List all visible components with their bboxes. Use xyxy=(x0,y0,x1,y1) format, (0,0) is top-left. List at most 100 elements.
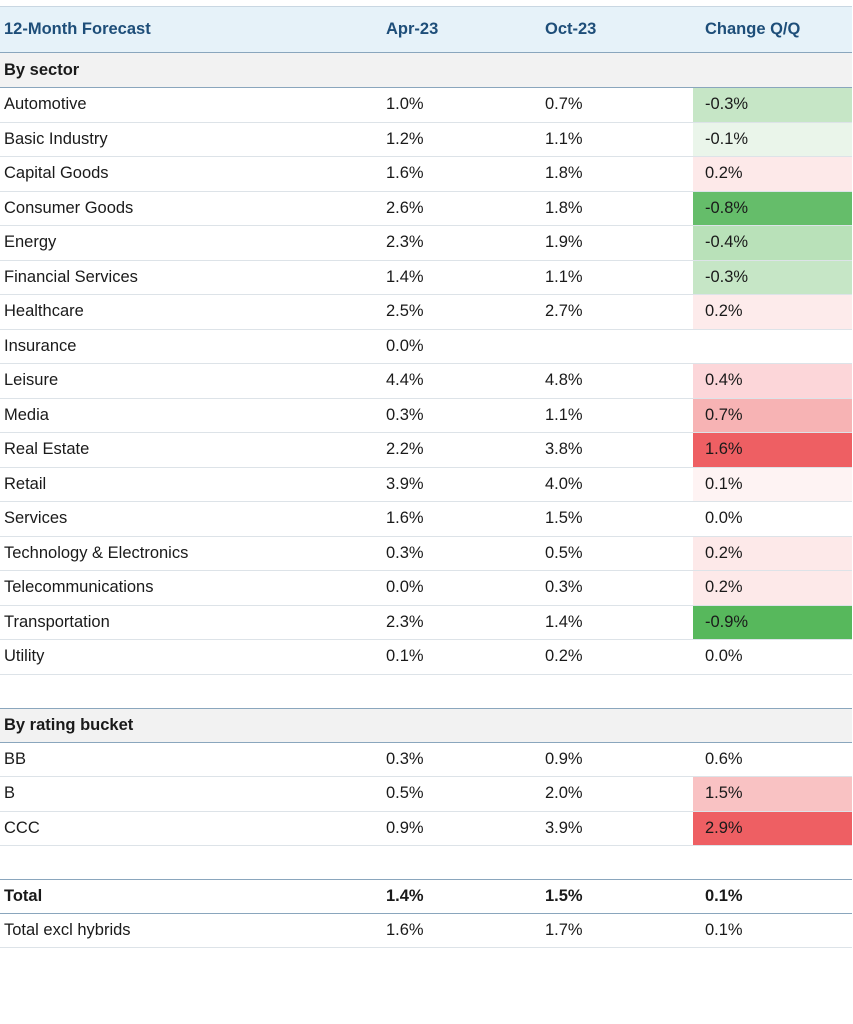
table-header: 12-Month Forecast Apr-23 Oct-23 Change Q… xyxy=(0,6,852,53)
header-apr: Apr-23 xyxy=(386,20,439,38)
oct-value: 1.1% xyxy=(545,129,583,148)
oct-value: 4.0% xyxy=(545,474,583,493)
oct-value: 1.1% xyxy=(545,267,583,286)
apr-value: 1.4% xyxy=(386,886,424,905)
apr-value: 0.1% xyxy=(386,647,424,666)
apr-value: 0.3% xyxy=(386,405,424,424)
oct-value: 1.5% xyxy=(545,509,583,528)
table-row: Automotive 1.0% 0.7% -0.3% xyxy=(0,88,852,123)
apr-value: 1.4% xyxy=(386,267,424,286)
table-row: Capital Goods 1.6% 1.8% 0.2% xyxy=(0,157,852,192)
section-title: By rating bucket xyxy=(4,715,134,734)
apr-value: 2.6% xyxy=(386,198,424,217)
row-label: Transportation xyxy=(4,612,110,631)
row-label: Energy xyxy=(4,233,57,252)
change-value: 0.6% xyxy=(693,742,852,776)
oct-value: 4.8% xyxy=(545,371,583,390)
row-label: Consumer Goods xyxy=(4,198,134,217)
table-row: Services 1.6% 1.5% 0.0% xyxy=(0,502,852,537)
table-row: Healthcare 2.5% 2.7% 0.2% xyxy=(0,295,852,330)
table-row: Leisure 4.4% 4.8% 0.4% xyxy=(0,364,852,399)
oct-value: 0.9% xyxy=(545,749,583,768)
sector-rows: Automotive 1.0% 0.7% -0.3% Basic Industry 1.2… xyxy=(0,88,852,675)
change-value: 1.5% xyxy=(693,777,852,811)
apr-value: 0.0% xyxy=(386,578,424,597)
header-oct: Oct-23 xyxy=(545,20,597,38)
section-by-rating: By rating bucket xyxy=(0,707,852,743)
apr-value: 1.2% xyxy=(386,129,424,148)
change-value: 0.1% xyxy=(693,467,852,501)
row-label: CCC xyxy=(4,818,40,837)
table-row: Basic Industry 1.2% 1.1% -0.1% xyxy=(0,122,852,157)
apr-value: 2.3% xyxy=(386,233,424,252)
row-label: Retail xyxy=(4,474,47,493)
oct-value: 1.8% xyxy=(545,198,583,217)
table-row: Utility 0.1% 0.2% 0.0% xyxy=(0,640,852,675)
apr-value: 3.9% xyxy=(386,474,424,493)
row-label: Total excl hybrids xyxy=(4,920,131,939)
change-value: 0.4% xyxy=(693,364,852,398)
change-value: 0.2% xyxy=(693,295,852,329)
row-label: Media xyxy=(4,405,49,424)
row-label: Basic Industry xyxy=(4,129,108,148)
table-row: Real Estate 2.2% 3.8% 1.6% xyxy=(0,433,852,468)
apr-value: 0.0% xyxy=(386,336,424,355)
row-label: Utility xyxy=(4,647,45,666)
table-row: Technology & Electronics 0.3% 0.5% 0.2% xyxy=(0,536,852,571)
change-value: -0.3% xyxy=(693,260,852,294)
row-label: Insurance xyxy=(4,336,77,355)
row-label: Financial Services xyxy=(4,267,138,286)
change-value: 2.9% xyxy=(693,811,852,845)
row-label: Automotive xyxy=(4,95,87,114)
row-label: Technology & Electronics xyxy=(4,543,189,562)
oct-value: 1.1% xyxy=(545,405,583,424)
apr-value: 1.6% xyxy=(386,920,424,939)
row-label: Capital Goods xyxy=(4,164,109,183)
rating-rows: BB 0.3% 0.9% 0.6% B 0.5% 2.0% 1.5% CCC 0.9% 3.9% 2.… xyxy=(0,742,852,846)
change-value: -0.8% xyxy=(693,191,852,225)
row-label: Real Estate xyxy=(4,440,90,459)
oct-value: 2.7% xyxy=(545,302,583,321)
table-row: Consumer Goods 2.6% 1.8% -0.8% xyxy=(0,191,852,226)
section-title: By sector xyxy=(4,60,80,79)
oct-value: 0.2% xyxy=(545,647,583,666)
table-row: Total excl hybrids 1.6% 1.7% 0.1% xyxy=(0,914,852,948)
change-value: 0.2% xyxy=(693,571,852,605)
row-label: Total xyxy=(4,886,43,905)
change-value: 0.2% xyxy=(693,157,852,191)
table-row: Transportation 2.3% 1.4% -0.9% xyxy=(0,605,852,640)
change-value xyxy=(693,329,852,363)
apr-value: 1.6% xyxy=(386,164,424,183)
row-label: BB xyxy=(4,749,27,768)
row-label: Services xyxy=(4,509,68,528)
oct-value: 0.5% xyxy=(545,543,583,562)
apr-value: 0.3% xyxy=(386,749,424,768)
change-value: 0.7% xyxy=(693,398,852,432)
header-label: 12-Month Forecast xyxy=(4,20,151,38)
apr-value: 0.3% xyxy=(386,543,424,562)
oct-value: 1.4% xyxy=(545,612,583,631)
row-label: Healthcare xyxy=(4,302,84,321)
row-label: Leisure xyxy=(4,371,59,390)
change-value: 0.1% xyxy=(705,886,743,905)
oct-value: 3.9% xyxy=(545,818,583,837)
change-value: -0.3% xyxy=(693,88,852,122)
oct-value: 0.3% xyxy=(545,578,583,597)
change-value: 0.0% xyxy=(693,640,852,674)
table-row: CCC 0.9% 3.9% 2.9% xyxy=(0,811,852,846)
apr-value: 0.9% xyxy=(386,818,424,837)
row-label: Telecommunications xyxy=(4,578,154,597)
table-row: Total 1.4% 1.5% 0.1% xyxy=(0,879,852,914)
apr-value: 0.5% xyxy=(386,784,424,803)
oct-value: 0.7% xyxy=(545,95,583,114)
apr-value: 1.0% xyxy=(386,95,424,114)
apr-value: 4.4% xyxy=(386,371,424,390)
change-value: 0.0% xyxy=(693,502,852,536)
spacer xyxy=(0,846,852,879)
apr-value: 2.3% xyxy=(386,612,424,631)
table-row: Telecommunications 0.0% 0.3% 0.2% xyxy=(0,571,852,606)
apr-value: 1.6% xyxy=(386,509,424,528)
table-row: BB 0.3% 0.9% 0.6% xyxy=(0,742,852,777)
total-rows: Total 1.4% 1.5% 0.1% Total excl hybrids 1.6% 1… xyxy=(0,879,852,948)
apr-value: 2.5% xyxy=(386,302,424,321)
